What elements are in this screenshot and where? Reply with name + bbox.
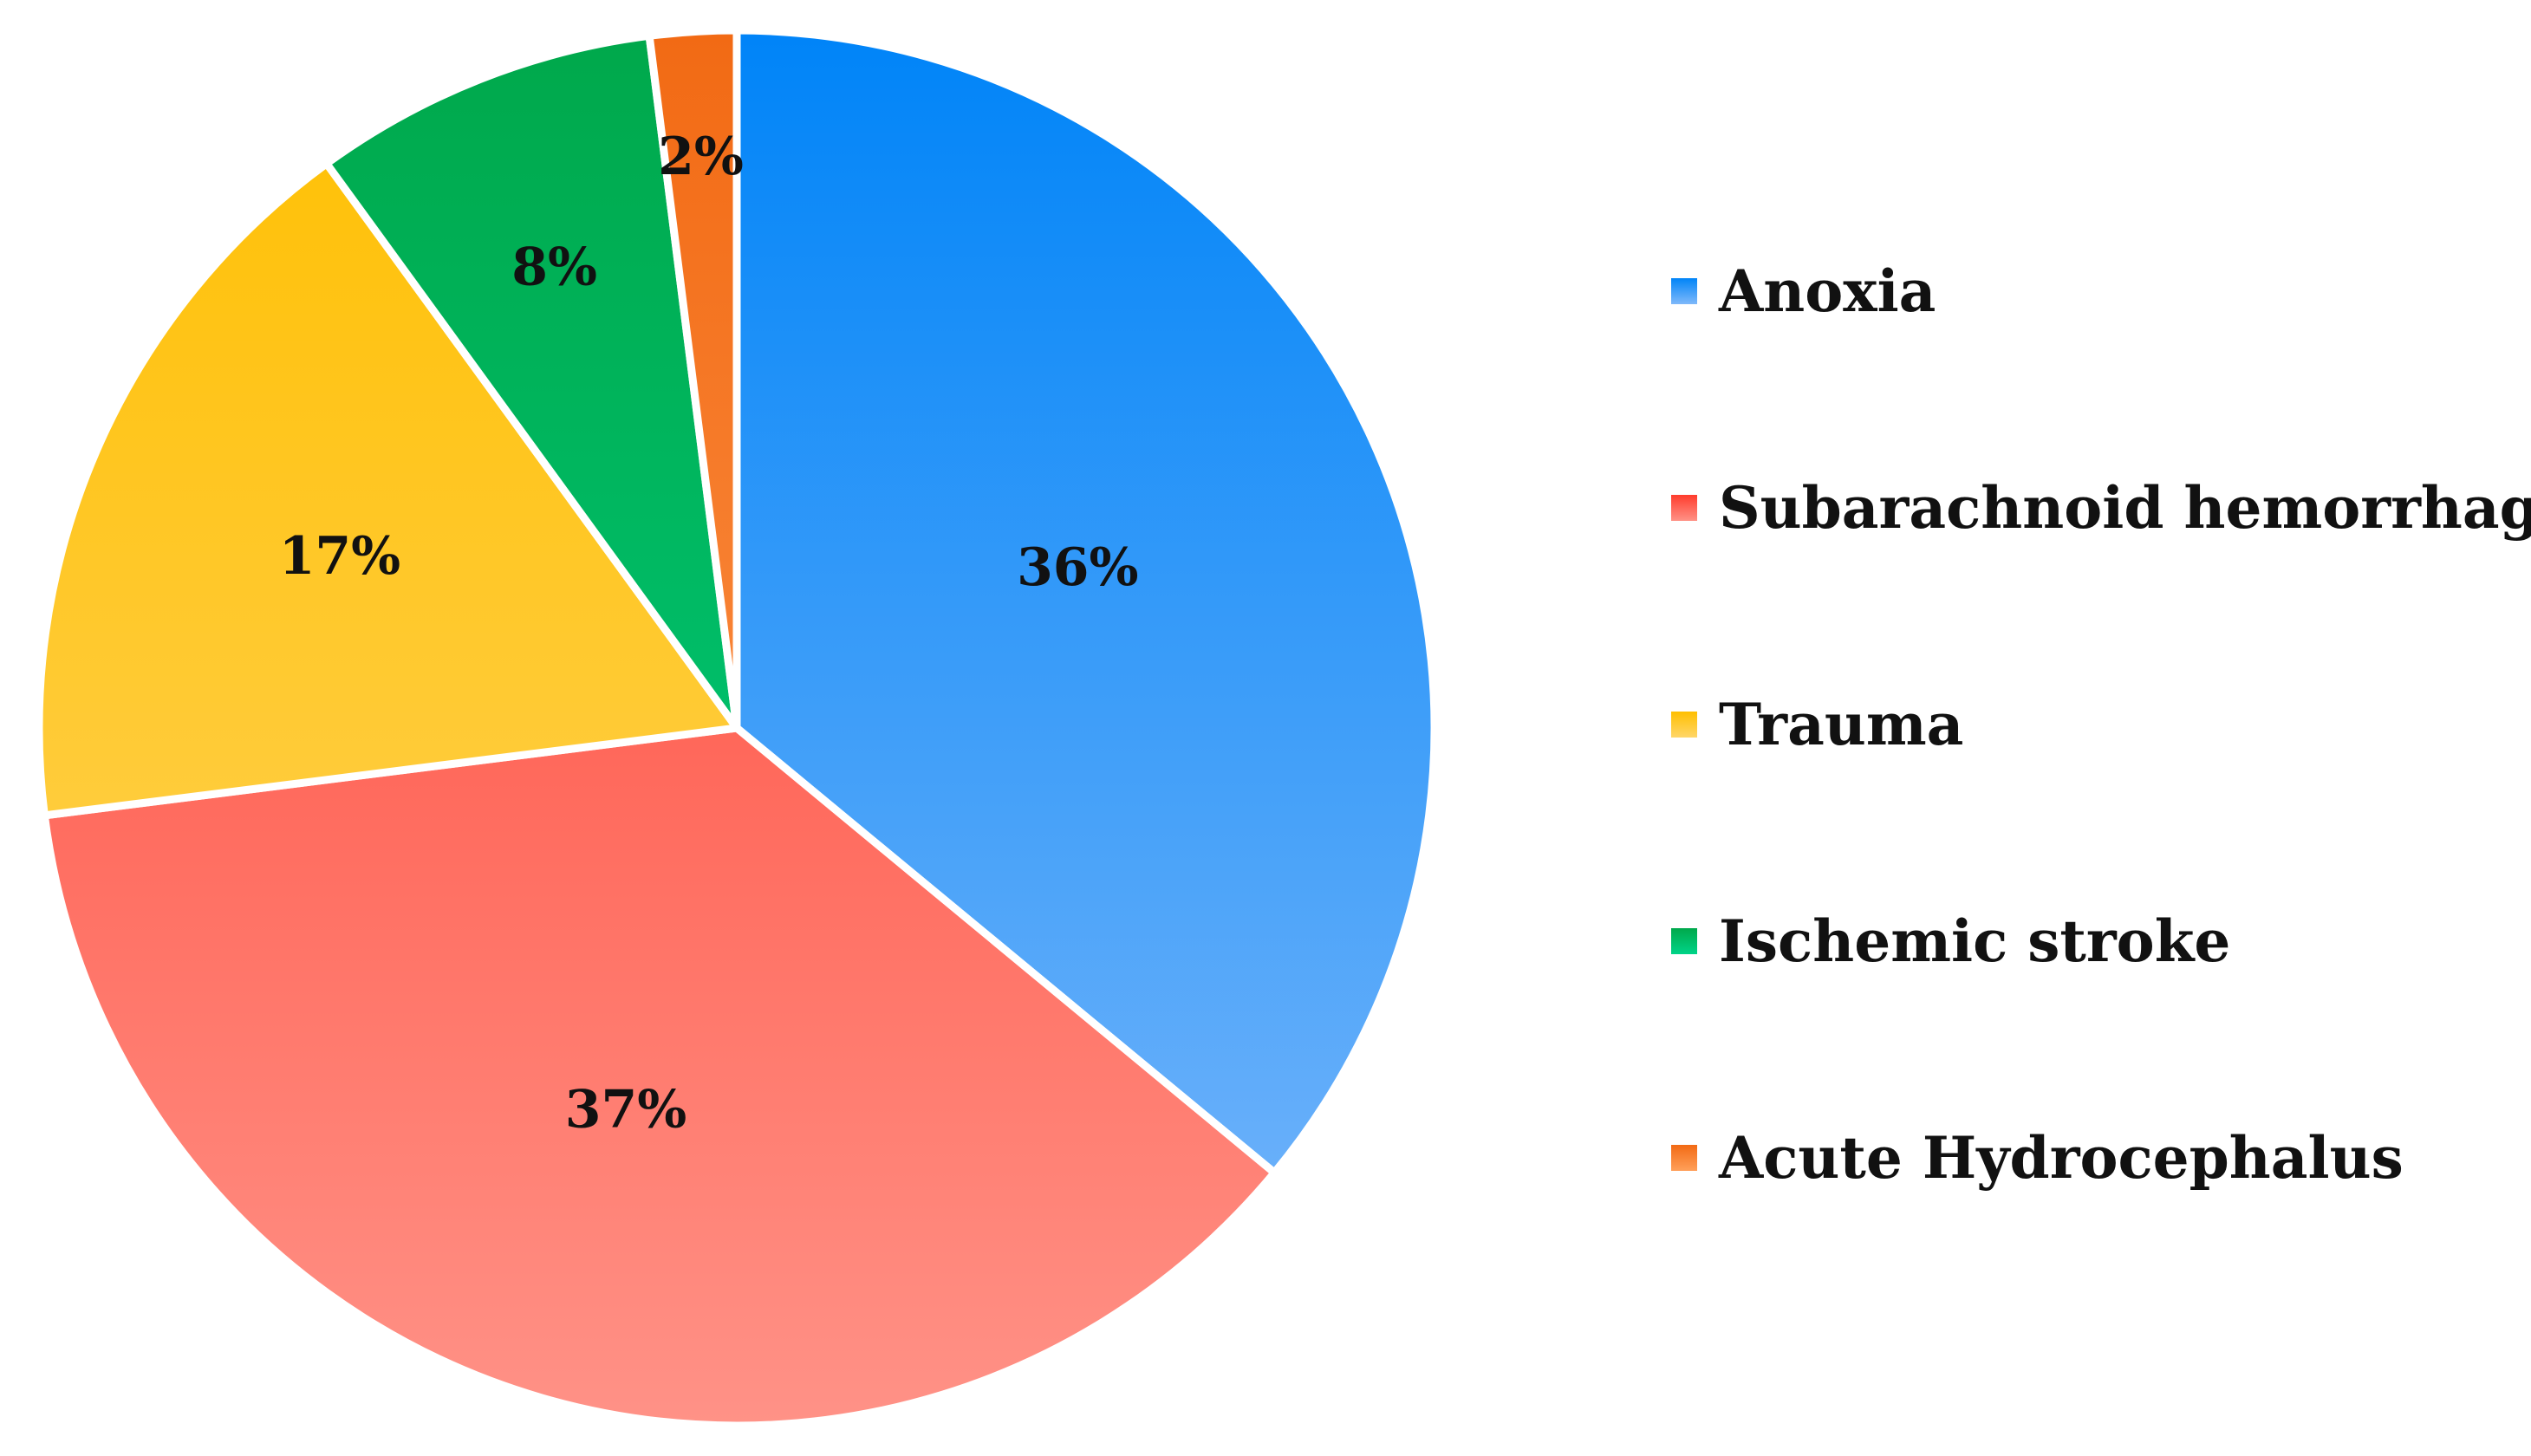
slice-label-ischemic-stroke: 8% [511,237,597,298]
legend-label-acute-hydrocephalus: Acute Hydrocephalus [1718,1124,2404,1192]
legend-item-subarachnoid-hemorrhage: Subarachnoid hemorrhage [1671,474,2531,542]
pie-slice-anoxia [732,26,1439,1177]
legend-swatch-trauma [1671,712,1697,738]
legend-label-ischemic-stroke: Ischemic stroke [1719,907,2230,975]
slice-label-trauma: 17% [279,526,401,587]
slice-label-acute-hydrocephalus: 2% [658,127,744,187]
legend-item-trauma: Trauma [1671,691,1963,758]
pie-slice-acute-hydrocephalus [645,26,741,732]
pie-slice-subarachnoid-hemorrhage [40,724,1279,1430]
legend-item-ischemic-stroke: Ischemic stroke [1671,907,2230,975]
legend-label-trauma: Trauma [1719,691,1963,758]
legend-swatch-subarachnoid-hemorrhage [1671,495,1697,521]
legend-swatch-acute-hydrocephalus [1671,1145,1697,1171]
legend-label-anoxia: Anoxia [1718,257,1936,325]
slice-label-anoxia: 36% [1017,537,1139,598]
legend-item-anoxia: Anoxia [1671,257,1936,325]
pie-slice-ischemic-stroke [322,31,741,732]
slice-labels: 36% 37% 17% 8% 2% [279,127,1139,1140]
pie-slice-trauma [35,159,741,820]
slice-label-subarachnoid-hemorrhage: 37% [565,1080,687,1141]
legend-swatch-anoxia [1671,278,1697,304]
legend-label-subarachnoid-hemorrhage: Subarachnoid hemorrhage [1719,474,2531,542]
legend-item-acute-hydrocephalus: Acute Hydrocephalus [1671,1124,2404,1192]
legend-swatch-ischemic-stroke [1671,928,1697,954]
pie-slices [35,26,1439,1430]
legend: Anoxia Subarachnoid hemorrhage Trauma Ische… [1671,257,2531,1192]
